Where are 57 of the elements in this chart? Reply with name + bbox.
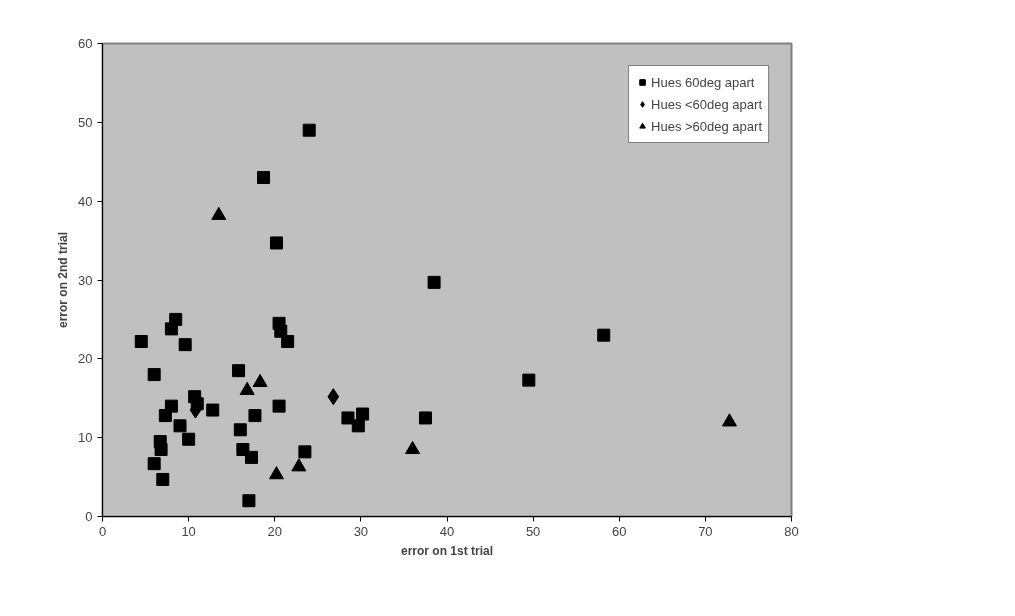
x-tick-label: 70 [698,523,713,539]
point [268,466,284,480]
y-tick-label: 20 [78,351,93,367]
point [356,407,370,421]
point [206,403,220,417]
x-tick-label: 0 [98,523,107,539]
x-axis-title: error on 1st trial [400,543,494,558]
point [173,419,187,433]
x-tick-label: 30 [353,523,369,539]
point [147,368,161,382]
point [242,494,256,508]
point [232,364,246,378]
y-tick-label: 30 [78,272,93,288]
point [291,458,307,472]
x-tick-label: 40 [439,523,455,539]
point [597,328,611,342]
y-axis-title: error on 2nd trial [56,231,71,329]
point [281,334,295,348]
point [721,413,737,427]
point [405,440,421,455]
point [164,399,178,413]
y-tick-label: 50 [78,114,93,130]
point [233,423,247,437]
point [252,373,268,388]
y-tick-label: 40 [78,193,93,209]
point [341,411,355,425]
point [302,123,316,137]
point [147,457,161,471]
point [154,442,168,456]
point [272,399,286,413]
point [327,388,340,406]
y-tick-label: 60 [78,36,93,51]
point [298,445,312,459]
point [134,334,148,348]
point [248,409,262,423]
legend-label: Hues >60deg apart [651,118,762,134]
legend-label: Hues 60deg apart [651,74,755,90]
point [418,411,432,425]
point [522,373,536,387]
y-tick-label: 10 [78,430,93,446]
point [245,450,258,464]
point [178,338,192,352]
x-tick-label: 20 [267,523,282,539]
point [156,472,170,486]
point [169,312,183,326]
x-tick-label: 50 [525,523,541,539]
point [351,419,365,433]
x-tick-label: 10 [181,523,196,539]
point [269,236,283,250]
legend-label: Hues <60deg apart [651,96,762,112]
point [182,432,196,446]
x-tick-label: 60 [612,523,627,539]
y-tick-label: 0 [85,509,93,524]
point [257,171,271,185]
point [427,275,441,289]
x-tick-label: 80 [784,523,799,539]
point [274,324,288,338]
